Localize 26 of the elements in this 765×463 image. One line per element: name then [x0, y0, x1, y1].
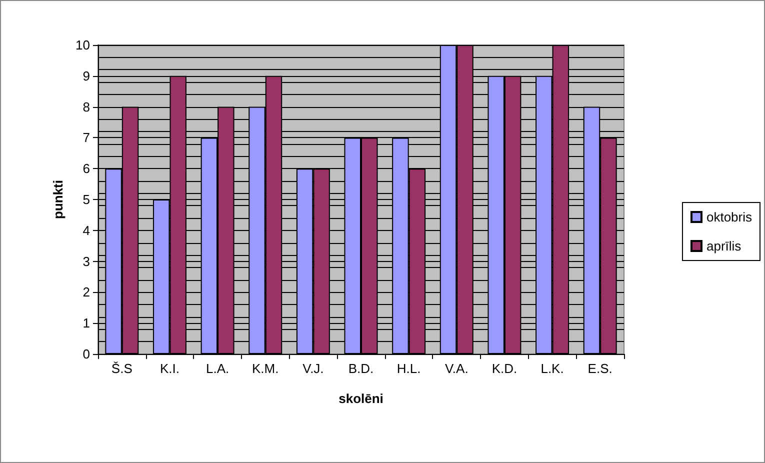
- y-tick-label: 7: [82, 130, 90, 146]
- x-tick-label: V.J.: [302, 361, 324, 376]
- x-tick-label: K.D.: [492, 361, 518, 376]
- x-tick-label: H.L.: [396, 361, 421, 376]
- x-tick-label: E.S.: [588, 361, 612, 376]
- y-tick-label: 8: [82, 99, 90, 114]
- x-tick-label: K.M.: [252, 361, 279, 376]
- legend-label: aprīlis: [706, 238, 742, 254]
- y-axis-title: punkti: [50, 180, 66, 219]
- y-tick-label: 1: [82, 316, 90, 331]
- x-tick-label: Š.S: [111, 361, 133, 376]
- legend-label: oktobris: [706, 210, 752, 224]
- y-tick-label: 3: [82, 254, 90, 269]
- x-tick-label: L.A.: [206, 361, 230, 376]
- y-tick-label: 9: [82, 68, 90, 84]
- x-tick-label: L.K.: [540, 361, 564, 376]
- x-tick-label: V.A.: [444, 361, 468, 376]
- x-axis-title: skolēni: [338, 391, 384, 406]
- x-tick-label: B.D.: [348, 361, 374, 376]
- x-tick-label: K.I.: [160, 361, 180, 376]
- y-tick-label: 0: [82, 346, 90, 362]
- y-tick-label: 10: [76, 38, 90, 52]
- y-tick-label: 6: [82, 161, 90, 176]
- y-tick-label: 5: [82, 192, 90, 207]
- y-tick-label: 4: [82, 222, 90, 238]
- y-tick-label: 2: [82, 284, 90, 300]
